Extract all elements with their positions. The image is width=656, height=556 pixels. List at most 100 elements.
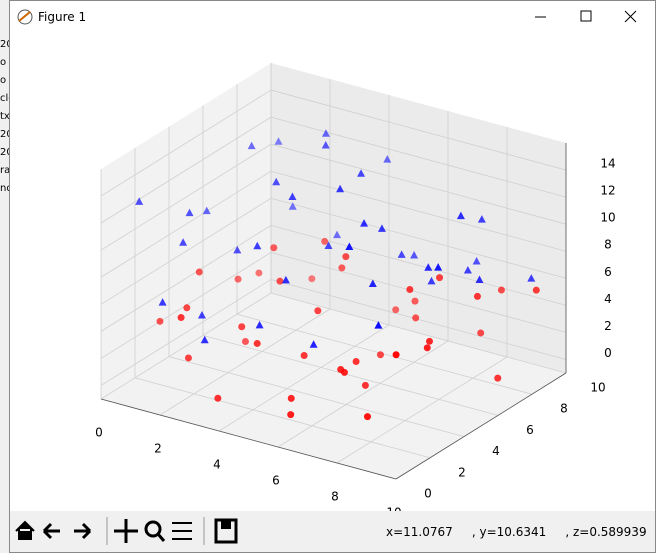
point xyxy=(376,351,384,359)
point xyxy=(272,177,281,186)
point xyxy=(383,155,392,163)
point xyxy=(247,141,256,150)
y-tick-label: 0 xyxy=(424,487,432,501)
z-tick-label: 12 xyxy=(600,184,615,198)
grid-line xyxy=(270,252,567,333)
point xyxy=(427,276,436,285)
axis-line xyxy=(100,398,397,480)
x-tick-label: 8 xyxy=(331,490,339,504)
point xyxy=(342,253,350,261)
background-text: nd xyxy=(0,183,10,194)
point xyxy=(309,340,318,348)
grid-line xyxy=(100,279,272,386)
point xyxy=(377,224,386,232)
window-controls[interactable] xyxy=(515,1,655,33)
point xyxy=(338,264,346,272)
point xyxy=(321,129,330,137)
y-tick-label: 6 xyxy=(526,423,534,437)
grid-line xyxy=(100,89,272,197)
point xyxy=(321,140,330,149)
point xyxy=(158,298,167,306)
point xyxy=(360,219,369,227)
point xyxy=(424,263,433,271)
grid-line xyxy=(168,356,465,437)
point xyxy=(397,250,406,258)
point xyxy=(255,269,263,277)
point xyxy=(253,241,262,250)
point xyxy=(179,238,188,246)
grid-line xyxy=(100,197,272,305)
point xyxy=(494,374,502,382)
background-text: tx xyxy=(0,111,10,122)
background-text: o xyxy=(0,75,7,86)
background-text: o xyxy=(0,57,7,68)
point xyxy=(357,169,366,177)
point xyxy=(253,339,261,347)
grid-line xyxy=(100,143,272,251)
x-tick-label: 6 xyxy=(272,474,280,488)
x-tick-label: 4 xyxy=(213,458,221,472)
grid-line xyxy=(134,377,431,459)
grid-line xyxy=(270,143,567,225)
toolbar: x=11.0767 , y=10.6341 , z=0.589939 xyxy=(10,511,655,552)
left-pane xyxy=(101,63,271,399)
point xyxy=(287,394,295,402)
point xyxy=(214,394,222,402)
point xyxy=(410,251,419,259)
point xyxy=(233,245,242,254)
point xyxy=(200,335,209,344)
grid-line xyxy=(218,324,390,432)
point xyxy=(333,230,342,239)
point xyxy=(276,277,284,285)
point xyxy=(287,411,295,419)
point xyxy=(270,244,278,252)
grid-line xyxy=(336,356,508,464)
x-tick-label: 0 xyxy=(95,426,103,440)
point xyxy=(308,275,316,283)
point xyxy=(156,317,164,325)
window-title: Figure 1 xyxy=(38,10,87,24)
point xyxy=(412,314,420,322)
point xyxy=(423,344,431,352)
y-tick-label: 8 xyxy=(560,402,568,416)
point xyxy=(473,292,481,300)
point xyxy=(255,320,264,329)
point xyxy=(300,352,308,360)
point xyxy=(324,241,333,249)
y-tick-label: 2 xyxy=(458,465,466,479)
point xyxy=(185,208,194,217)
x-tick-label: 10 xyxy=(386,506,401,512)
point xyxy=(368,279,377,288)
z-tick-label: 6 xyxy=(604,265,612,279)
background-text: 20 xyxy=(0,147,10,158)
z-tick-label: 14 xyxy=(600,157,615,171)
point xyxy=(241,337,249,345)
title-bar: Figure 1 xyxy=(10,1,655,33)
grid-line xyxy=(236,313,533,395)
toolbar-buttons[interactable] xyxy=(10,511,240,552)
point xyxy=(406,286,414,294)
point xyxy=(475,275,484,283)
grid-line xyxy=(270,197,567,279)
background-text: cle xyxy=(0,93,10,104)
point xyxy=(374,321,383,329)
point xyxy=(202,206,211,215)
status-text: x=11.0767 , y=10.6341 , z=0.589939 xyxy=(386,525,647,539)
point xyxy=(392,306,400,314)
point xyxy=(436,274,444,282)
x-tick-label: 2 xyxy=(154,442,162,456)
point xyxy=(532,286,540,294)
point xyxy=(472,256,481,265)
z-tick-label: 0 xyxy=(604,346,612,360)
point xyxy=(477,329,485,337)
point xyxy=(364,413,371,421)
z-tick-label: 10 xyxy=(600,211,615,225)
point xyxy=(527,274,536,282)
z-tick-label: 8 xyxy=(604,238,612,252)
point xyxy=(183,304,191,312)
grid-line xyxy=(100,170,272,278)
background-text: 20 xyxy=(0,39,10,50)
point xyxy=(234,275,242,283)
point xyxy=(497,286,505,294)
